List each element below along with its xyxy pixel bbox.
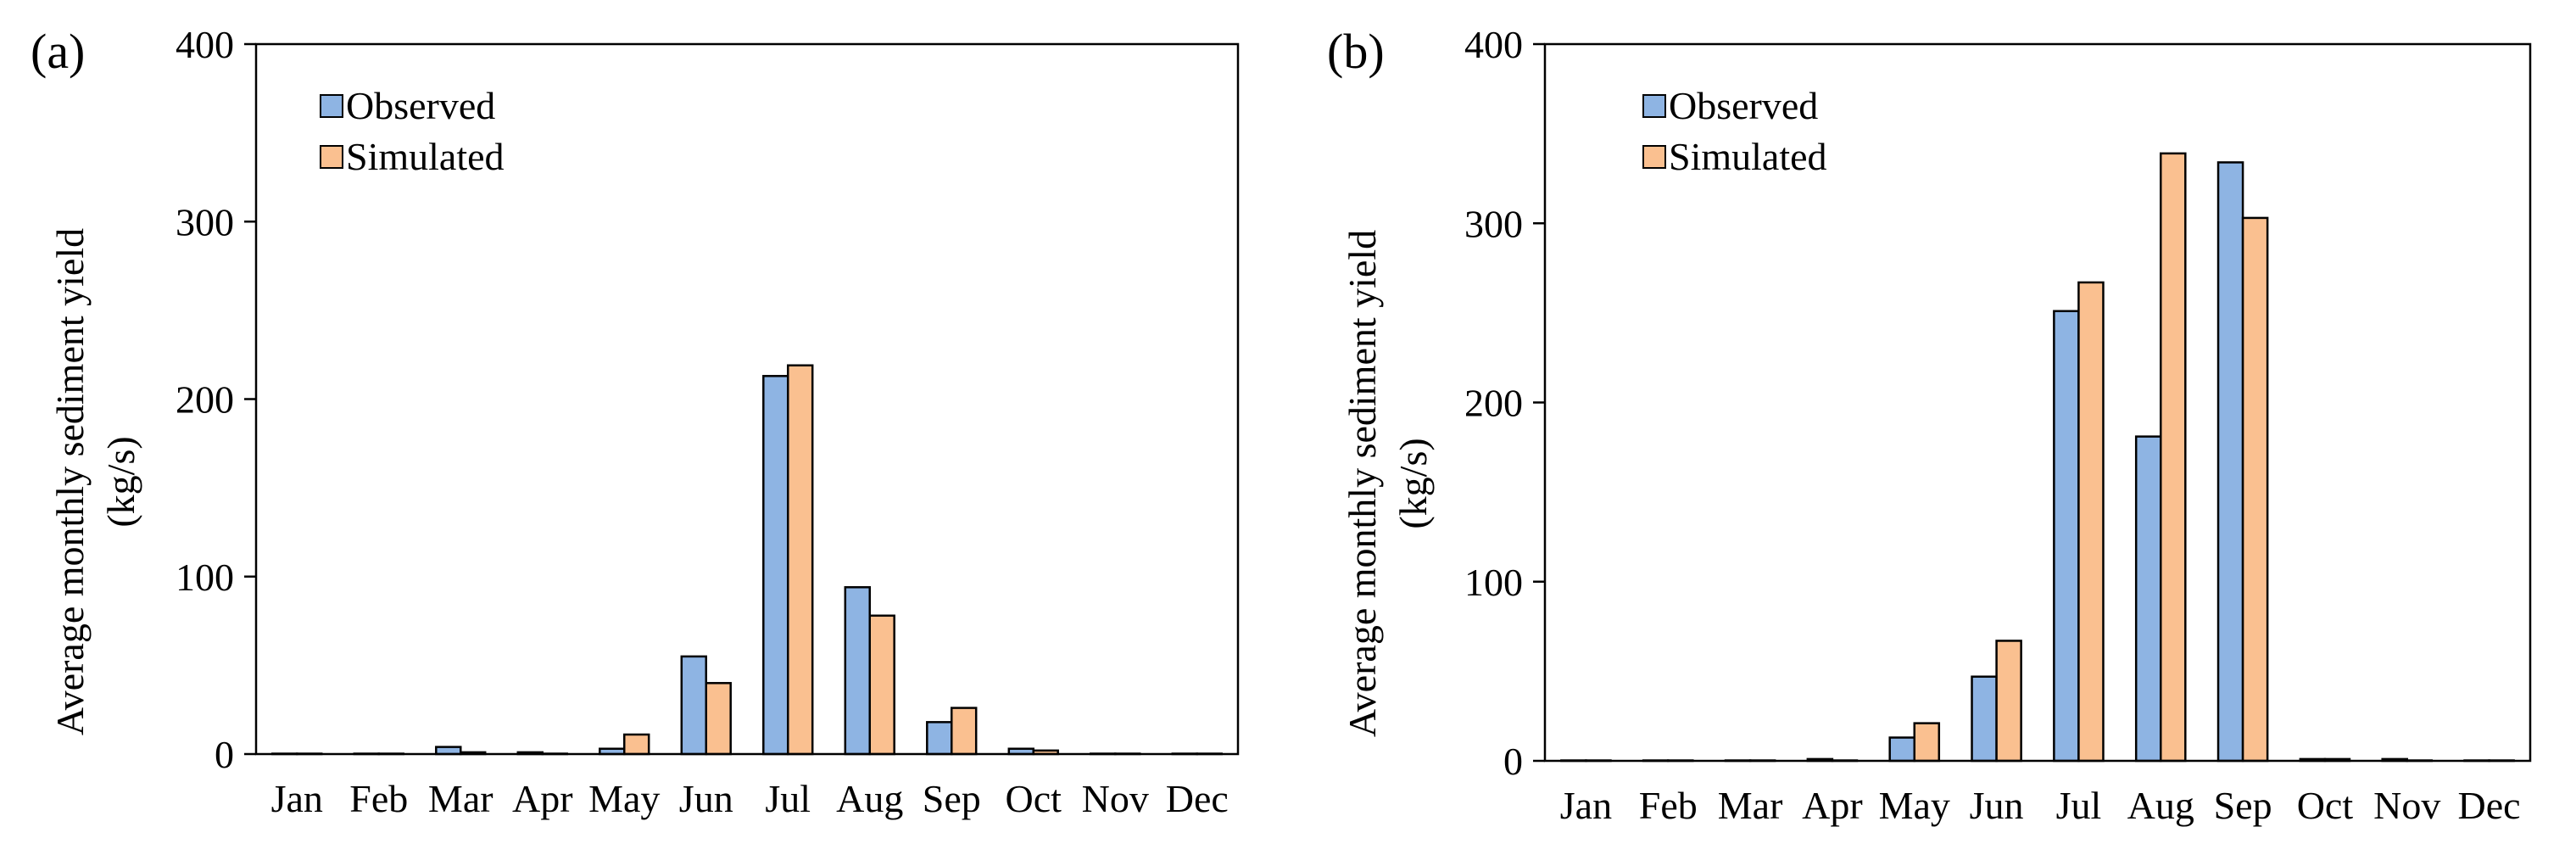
x-axis-labels: Jan Feb Mar Apr May Jun Jul Aug Sep Oct Nov Dec — [1560, 784, 2521, 827]
x-tick-label: May — [1879, 784, 1950, 827]
bar-simulated-may — [623, 733, 650, 756]
legend-label-simulated: Simulated — [1669, 135, 1827, 178]
legend-swatch-observed — [1642, 94, 1666, 118]
bars-group — [271, 364, 1223, 756]
bar-observed-aug — [844, 586, 871, 756]
y-axis-title: Average monthly sediment yield — [48, 228, 92, 735]
x-tick-label: Dec — [1166, 777, 1229, 820]
x-tick-label: Nov — [1082, 777, 1149, 820]
bar-simulated-jul — [2077, 281, 2105, 763]
legend-swatch-simulated — [320, 145, 343, 169]
bar-observed-sep — [926, 721, 953, 756]
y-tick-label: 200 — [176, 378, 234, 422]
x-tick-label: Jan — [271, 777, 323, 820]
legend: Observed Simulated — [320, 84, 505, 178]
bar-simulated-jun — [1995, 640, 2022, 763]
bar-simulated-may — [1913, 722, 1941, 763]
legend-label-observed: Observed — [346, 84, 495, 127]
x-tick-label: Sep — [923, 777, 981, 820]
y-tick-label: 300 — [1464, 202, 1523, 245]
x-tick-label: Mar — [428, 777, 493, 820]
bar-observed-aug — [2134, 435, 2162, 763]
x-tick-label: Mar — [1718, 784, 1783, 827]
legend-label-observed: Observed — [1669, 84, 1818, 127]
bars-group — [1560, 152, 2515, 763]
plot-frame — [1543, 42, 2532, 763]
y-axis-unit: (kg/s) — [1391, 438, 1435, 528]
x-tick-label: Nov — [2373, 784, 2440, 827]
bar-simulated-jun — [705, 682, 732, 756]
y-tick-label: 0 — [1503, 740, 1523, 783]
x-tick-label: Oct — [2297, 784, 2354, 827]
x-tick-label: Jul — [765, 777, 811, 820]
x-tick-label: Feb — [1639, 784, 1698, 827]
bar-simulated-aug — [868, 614, 895, 756]
bar-observed-jul — [762, 375, 789, 756]
y-axis-unit: (kg/s) — [99, 436, 142, 527]
x-tick-label: Apr — [1802, 784, 1863, 827]
bar-observed-sep — [2216, 161, 2244, 763]
legend: Observed Simulated — [1642, 84, 1827, 178]
plot-frame — [254, 42, 1240, 756]
legend-label-simulated: Simulated — [346, 135, 505, 178]
bar-simulated-jul — [787, 364, 814, 756]
y-tick-label: 0 — [215, 733, 234, 776]
x-tick-label: Jun — [1970, 784, 2024, 827]
x-tick-label: Feb — [349, 777, 408, 820]
y-tick-label: 100 — [176, 556, 234, 599]
panel-label: (b) — [1327, 24, 1385, 79]
x-tick-label: Apr — [512, 777, 573, 820]
bar-simulated-sep — [2241, 216, 2269, 763]
chart-panel-a: (a) Average monthly sediment yield (kg/s… — [31, 23, 1240, 820]
bar-observed-jun — [680, 655, 707, 756]
y-tick-label: 400 — [1464, 23, 1523, 66]
x-tick-label: Jun — [679, 777, 733, 820]
bar-observed-may — [1888, 736, 1915, 763]
legend-swatch-observed — [320, 94, 343, 118]
panel-label: (a) — [31, 24, 85, 79]
y-axis-title: Average monthly sediment yield — [1341, 230, 1384, 737]
x-tick-label: Jul — [2056, 784, 2102, 827]
y-tick-label: 200 — [1464, 382, 1523, 425]
x-tick-label: Dec — [2458, 784, 2521, 827]
x-axis-labels: Jan Feb Mar Apr May Jun Jul Aug Sep Oct Nov Dec — [271, 777, 1229, 820]
y-tick-label: 400 — [176, 23, 234, 66]
x-tick-label: Oct — [1006, 777, 1062, 820]
bar-observed-mar — [435, 746, 462, 756]
y-tick-label: 100 — [1464, 561, 1523, 604]
y-tick-label: 300 — [176, 200, 234, 243]
legend-swatch-simulated — [1642, 145, 1666, 169]
x-tick-label: May — [588, 777, 660, 820]
x-tick-label: Jan — [1560, 784, 1612, 827]
x-tick-label: Aug — [2127, 784, 2194, 827]
bar-simulated-sep — [951, 707, 978, 756]
x-tick-label: Sep — [2214, 784, 2272, 827]
x-tick-label: Aug — [836, 777, 903, 820]
bar-observed-jun — [1971, 675, 1998, 763]
y-axis-ticks: 0 100 200 300 400 — [1464, 23, 1545, 783]
bar-simulated-aug — [2160, 152, 2187, 763]
chart-panel-b: (b) Average monthly sediment yield (kg/s… — [1327, 23, 2532, 827]
y-axis-ticks: 0 100 200 300 400 — [176, 23, 256, 776]
bar-observed-jul — [2053, 310, 2080, 763]
